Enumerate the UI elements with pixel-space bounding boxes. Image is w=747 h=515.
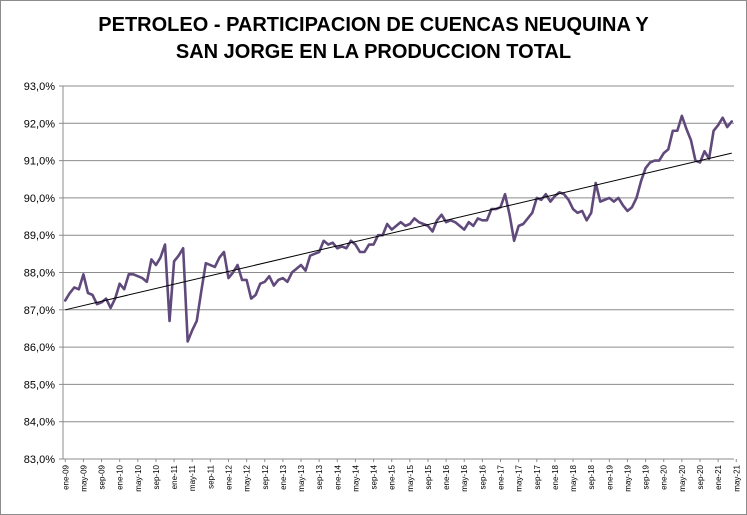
y-tick-label: 87,0% [24, 305, 55, 317]
y-tick-label: 85,0% [24, 379, 55, 391]
y-tick-label: 86,0% [24, 342, 55, 354]
x-tick-label: sep-19 [642, 464, 651, 489]
x-tick-label: ene-18 [551, 464, 560, 489]
y-tick-label: 91,0% [24, 156, 55, 168]
y-tick-label: 88,0% [24, 268, 55, 280]
y-tick-label: 83,0% [24, 454, 55, 466]
gridlines [59, 85, 734, 460]
x-tick-label: sep-16 [478, 464, 487, 489]
x-tick-label: sep-17 [533, 464, 542, 489]
x-tick-label: ene-17 [497, 464, 506, 489]
series-group [63, 114, 734, 343]
x-tick-label: sep-20 [696, 464, 705, 489]
x-tick-label: ene-10 [116, 464, 125, 489]
x-tick-label: ene-12 [224, 464, 233, 489]
chart-title: PETROLEO - PARTICIPACION DE CUENCAS NEUQ… [0, 12, 747, 66]
x-tick-label: ene-21 [714, 464, 723, 489]
x-tick-label: may-11 [188, 464, 197, 491]
x-tick-label: ene-20 [660, 464, 669, 489]
x-tick-label: may-14 [351, 464, 360, 491]
x-tick-label: sep-10 [152, 464, 161, 489]
trendline [65, 152, 732, 311]
y-tick-label: 89,0% [24, 230, 55, 242]
trendline-group [65, 152, 732, 311]
x-tick-label: may-17 [515, 464, 524, 491]
x-tick-label: ene-15 [388, 464, 397, 489]
x-tick-label: sep-13 [315, 464, 324, 489]
x-tick-label: ene-16 [442, 464, 451, 489]
y-axis-tick-labels: 83,0% 84,0% 85,0% 86,0% 87,0% 88,0% 89,0% 90,0%… [24, 81, 55, 466]
axes [62, 86, 734, 460]
series-line [63, 114, 734, 343]
x-axis-tick-labels: ene-09 may-09 sep-09 ene-10 may-10 sep-10 ene-… [61, 459, 741, 492]
x-tick-label: sep-09 [98, 464, 107, 489]
x-tick-label: may-20 [678, 464, 687, 491]
y-tick-label: 90,0% [24, 193, 55, 205]
chart-title-line-2: SAN JORGE EN LA PRODUCCION TOTAL [175, 41, 572, 63]
x-tick-label: sep-12 [261, 464, 270, 489]
chart-title-line-1: PETROLEO - PARTICIPACION DE CUENCAS NEUQ… [98, 14, 649, 36]
x-tick-label: sep-11 [206, 464, 215, 488]
y-tick-label: 84,0% [24, 417, 55, 429]
x-tick-label: may-12 [243, 464, 252, 491]
x-tick-label: may-09 [79, 464, 88, 491]
x-tick-label: may-19 [623, 464, 632, 491]
x-tick-label: sep-14 [370, 464, 379, 489]
x-tick-label: ene-09 [61, 464, 70, 489]
x-tick-label: may-16 [460, 464, 469, 491]
x-tick-label: sep-15 [424, 464, 433, 489]
y-tick-label: 93,0% [24, 81, 55, 93]
x-tick-label: may-10 [134, 464, 143, 491]
y-tick-label: 92,0% [24, 118, 55, 130]
x-tick-label: ene-14 [333, 464, 342, 489]
x-tick-label: ene-11 [170, 464, 179, 489]
x-tick-label: may-15 [406, 464, 415, 491]
x-tick-label: ene-13 [279, 464, 288, 489]
x-tick-label: may-13 [297, 464, 306, 491]
x-tick-label: may-18 [569, 464, 578, 491]
x-tick-label: ene-19 [605, 464, 614, 489]
x-tick-label: sep-18 [587, 464, 596, 489]
x-tick-label: may-21 [732, 464, 741, 491]
